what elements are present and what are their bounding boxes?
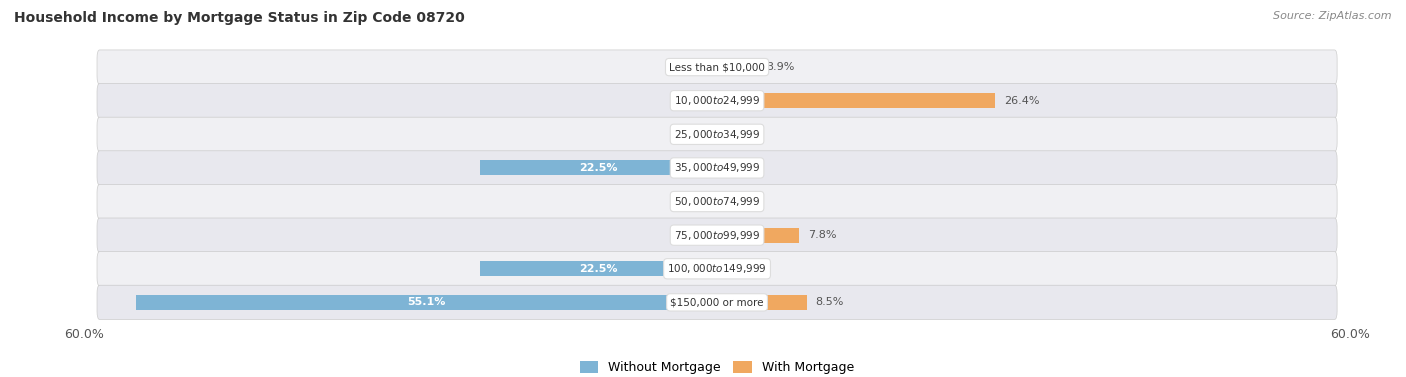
Text: Source: ZipAtlas.com: Source: ZipAtlas.com [1274,11,1392,21]
Text: 0.0%: 0.0% [673,129,702,139]
Text: 0.0%: 0.0% [733,264,761,274]
Text: Household Income by Mortgage Status in Zip Code 08720: Household Income by Mortgage Status in Z… [14,11,465,25]
Text: 7.8%: 7.8% [808,230,837,240]
Text: 0.0%: 0.0% [673,96,702,106]
FancyBboxPatch shape [97,218,1337,252]
Text: $50,000 to $74,999: $50,000 to $74,999 [673,195,761,208]
Text: $75,000 to $99,999: $75,000 to $99,999 [673,228,761,242]
Text: $35,000 to $49,999: $35,000 to $49,999 [673,161,761,175]
Text: 22.5%: 22.5% [579,264,617,274]
Bar [136,295,717,310]
Text: 0.0%: 0.0% [733,129,761,139]
Text: 55.1%: 55.1% [408,297,446,307]
Text: 26.4%: 26.4% [1004,96,1039,106]
FancyBboxPatch shape [97,84,1337,118]
Text: $10,000 to $24,999: $10,000 to $24,999 [673,94,761,107]
Bar [479,160,717,175]
Bar [479,261,717,276]
Bar [717,295,807,310]
FancyBboxPatch shape [97,50,1337,84]
Text: 0.0%: 0.0% [733,196,761,207]
Text: 8.5%: 8.5% [815,297,844,307]
Text: 22.5%: 22.5% [579,163,617,173]
Text: 0.0%: 0.0% [673,62,702,72]
FancyBboxPatch shape [97,151,1337,185]
Text: 3.9%: 3.9% [766,62,794,72]
Text: 0.0%: 0.0% [673,196,702,207]
Bar [717,60,758,75]
Text: $25,000 to $34,999: $25,000 to $34,999 [673,128,761,141]
FancyBboxPatch shape [97,184,1337,219]
Text: Less than $10,000: Less than $10,000 [669,62,765,72]
Text: $150,000 or more: $150,000 or more [671,297,763,307]
FancyBboxPatch shape [97,251,1337,286]
Bar [717,93,995,108]
FancyBboxPatch shape [97,117,1337,152]
FancyBboxPatch shape [97,285,1337,320]
Text: 0.0%: 0.0% [673,230,702,240]
Text: $100,000 to $149,999: $100,000 to $149,999 [668,262,766,275]
Text: 0.0%: 0.0% [733,163,761,173]
Legend: Without Mortgage, With Mortgage: Without Mortgage, With Mortgage [575,356,859,377]
Bar [717,228,799,243]
